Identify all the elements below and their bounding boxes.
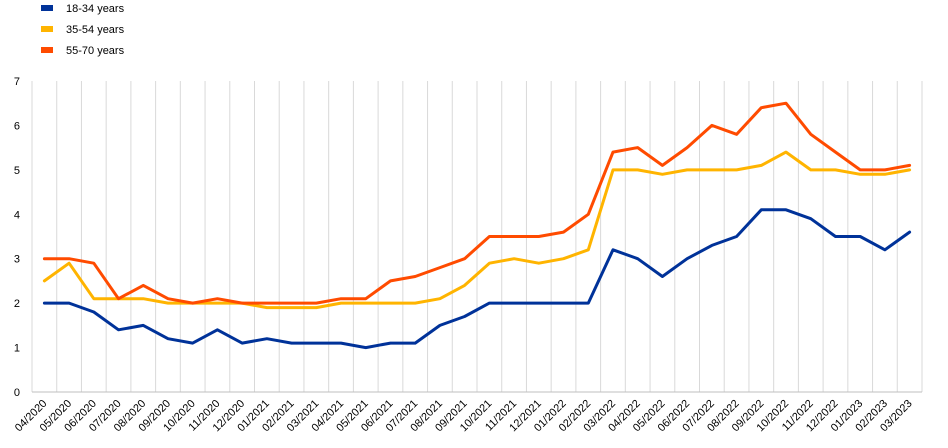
legend-swatch-2 — [41, 26, 53, 32]
legend-label-3: 55-70 years — [66, 45, 125, 57]
legend-label-1: 18-34 years — [66, 3, 125, 15]
y-tick-label: 4 — [14, 209, 20, 221]
legend-label-2: 35-54 years — [66, 24, 125, 36]
y-axis: 0 1 2 3 4 5 6 7 — [14, 76, 20, 399]
y-tick-label: 1 — [14, 343, 20, 355]
series-group — [42, 101, 912, 350]
series-line-1 — [42, 208, 912, 350]
y-tick-label: 2 — [14, 298, 20, 310]
y-tick-label: 6 — [14, 120, 20, 132]
y-tick-label: 0 — [14, 387, 20, 399]
series-line-3 — [42, 101, 912, 305]
legend-swatch-1 — [41, 5, 53, 11]
gridlines — [31, 81, 923, 393]
legend: 18-34 years 35-54 years 55-70 years — [41, 3, 125, 57]
y-tick-label: 3 — [14, 254, 20, 266]
legend-swatch-3 — [41, 47, 53, 53]
y-tick-label: 7 — [14, 76, 20, 88]
y-tick-label: 5 — [14, 165, 20, 177]
x-axis: 04/202005/202006/202007/202008/202009/20… — [13, 398, 915, 435]
